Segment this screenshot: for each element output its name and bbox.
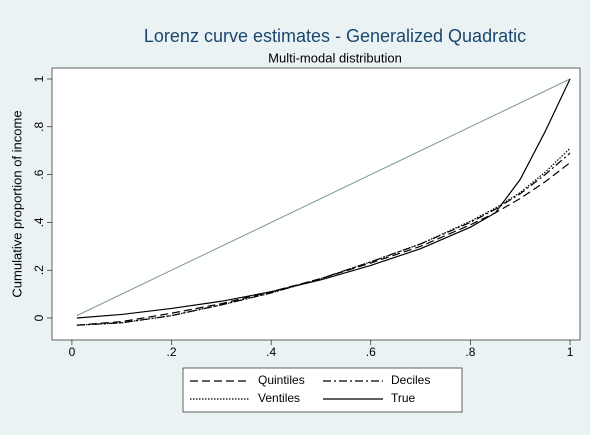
x-tick-label: .8 [465,345,475,359]
series-line [76,152,571,326]
x-tick-label: .4 [266,345,276,359]
y-tick-label: .4 [32,217,46,227]
plot-area [51,67,581,341]
reference-line [76,78,571,317]
series-line [76,162,571,326]
x-tick-label: 0 [69,345,76,359]
y-tick-label: .6 [32,169,46,179]
chart-subtitle: Multi-modal distribution [268,50,402,65]
legend-label: Ventiles [258,391,300,405]
chart-title: Lorenz curve estimates - Generalized Qua… [144,26,526,46]
y-tick-label: 1 [32,75,46,82]
x-tick-label: .6 [366,345,376,359]
legend-label: Quintiles [258,373,305,387]
x-tick-label: .2 [167,345,177,359]
y-tick-label: .8 [32,121,46,131]
y-tick-label: .2 [32,265,46,275]
legend-label: True [391,391,416,405]
x-tick-label: 1 [567,345,574,359]
y-axis-label: Cumulative proportion of income [9,110,24,297]
series-line [76,78,571,319]
legend [182,367,463,413]
legend-label: Deciles [391,373,430,387]
y-tick-label: 0 [32,314,46,321]
